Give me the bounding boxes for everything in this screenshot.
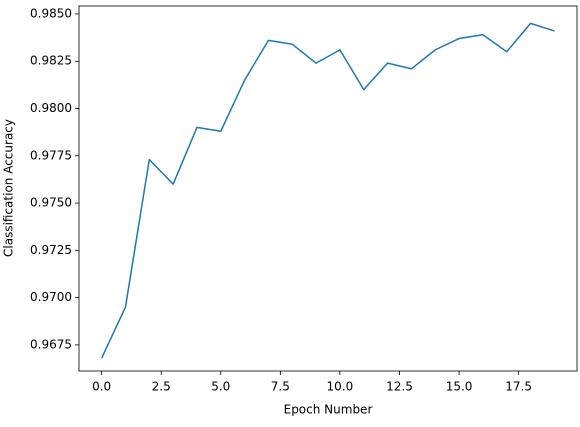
x-tick-label: 10.0 <box>327 380 354 394</box>
y-tick-label: 0.9825 <box>30 54 72 68</box>
y-tick-label: 0.9750 <box>30 196 72 210</box>
x-tick-label: 15.0 <box>446 380 473 394</box>
x-axis-label: Epoch Number <box>284 403 373 417</box>
y-tick-label: 0.9775 <box>30 148 72 162</box>
y-axis-label: Classification Accuracy <box>2 119 16 257</box>
y-tick-label: 0.9800 <box>30 101 72 115</box>
y-tick-label: 0.9675 <box>30 337 72 351</box>
x-tick-label: 12.5 <box>386 380 413 394</box>
x-tick-label: 7.5 <box>271 380 290 394</box>
plot-frame <box>78 5 578 372</box>
y-tick-label: 0.9700 <box>30 290 72 304</box>
y-tick-label: 0.9850 <box>30 6 72 20</box>
x-tick-label: 5.0 <box>211 380 230 394</box>
line-series <box>100 22 555 359</box>
x-tick-label: 0.0 <box>92 380 111 394</box>
y-tick-label: 0.9725 <box>30 243 72 257</box>
x-tick-label: 2.5 <box>152 380 171 394</box>
x-tick-label: 17.5 <box>505 380 532 394</box>
